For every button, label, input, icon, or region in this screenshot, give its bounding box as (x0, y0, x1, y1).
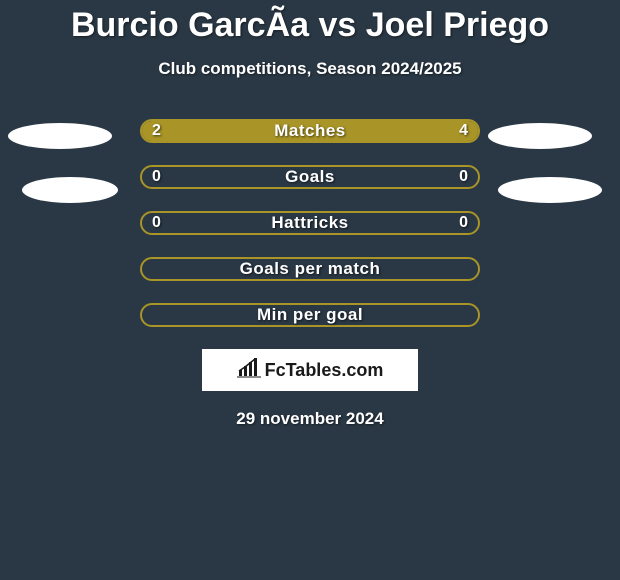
stat-value-right: 0 (459, 165, 468, 189)
stat-label: Min per goal (140, 303, 480, 327)
stat-label: Goals per match (140, 257, 480, 281)
comparison-chart: Matches24Goals00Hattricks00Goals per mat… (0, 119, 620, 429)
decorative-ellipse (498, 177, 602, 203)
stat-value-right: 0 (459, 211, 468, 235)
stat-row: Min per goal (140, 303, 480, 327)
stat-label: Goals (140, 165, 480, 189)
stat-row: Goals per match (140, 257, 480, 281)
comparison-subtitle: Club competitions, Season 2024/2025 (0, 59, 620, 79)
stat-value-left: 0 (152, 165, 161, 189)
comparison-title: Burcio GarcÃ­a vs Joel Priego (0, 0, 620, 45)
decorative-ellipse (8, 123, 112, 149)
stat-value-right: 4 (459, 119, 468, 143)
stat-label: Hattricks (140, 211, 480, 235)
stat-value-left: 0 (152, 211, 161, 235)
stat-row: Hattricks0 0 (140, 211, 480, 235)
attribution-badge[interactable]: FcTables.com (202, 349, 418, 391)
decorative-ellipse (22, 177, 118, 203)
stat-value-left: 2 (152, 119, 161, 143)
stat-row: Goals0 0 (140, 165, 480, 189)
stat-label: Matches (140, 119, 480, 143)
footer-date: 29 november 2024 (0, 409, 620, 429)
decorative-ellipse (488, 123, 592, 149)
attribution-text: FcTables.com (265, 360, 384, 381)
stat-row: Matches2 4 (140, 119, 480, 143)
bar-chart-icon (237, 358, 261, 383)
